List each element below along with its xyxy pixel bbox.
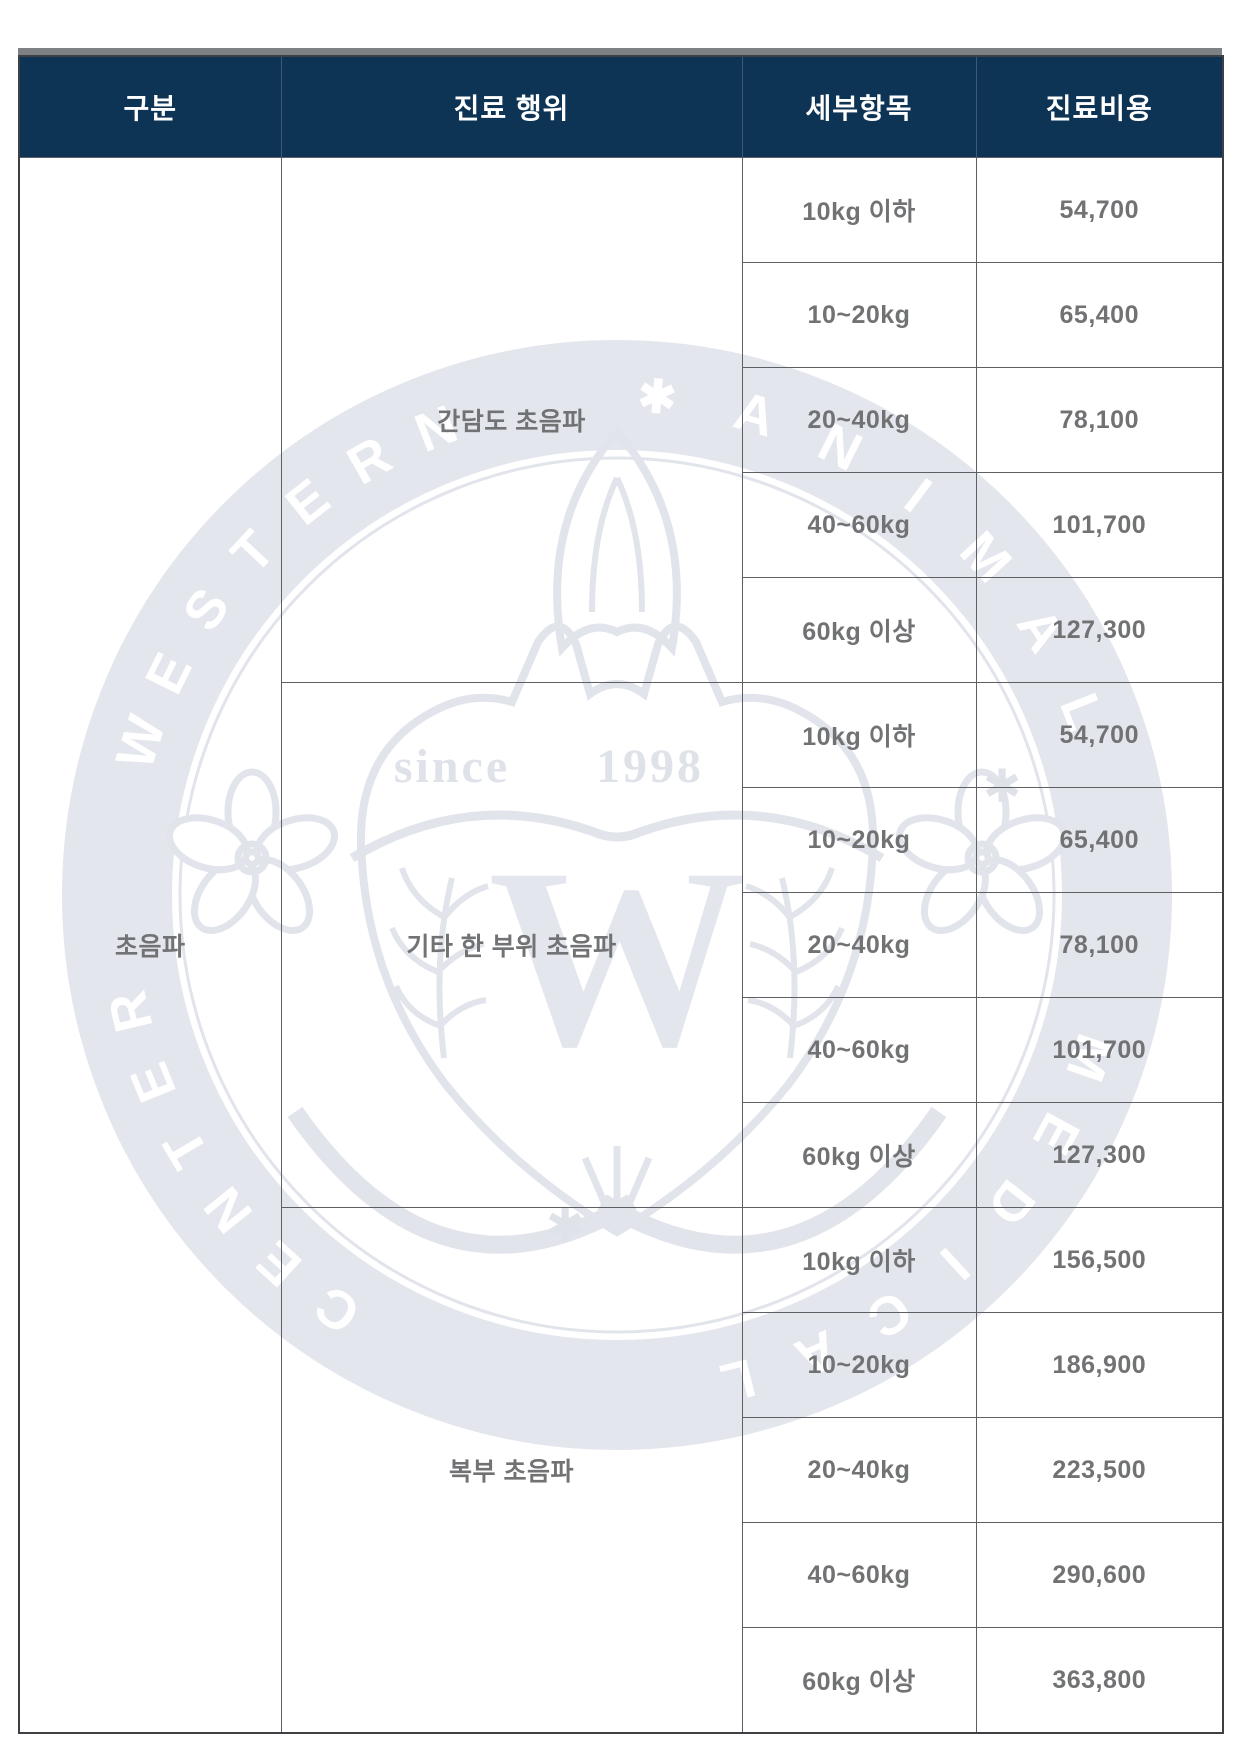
weight-cell: 10~20kg (741, 262, 977, 368)
weight-cell: 10kg 이하 (741, 157, 977, 263)
ultrasound-price-table: 구분 진료 행위 세부항목 진료비용 초음파 간담도 초음파 10kg 이하 5… (18, 55, 1224, 1734)
price-cell: 127,300 (975, 577, 1224, 683)
table-row: 20~40kg 78,100 (19, 367, 1224, 473)
treatment-cell: 복부 초음파 (280, 1207, 743, 1734)
price-cell: 54,700 (975, 157, 1224, 263)
table-row: 40~60kg 101,700 (19, 472, 1224, 578)
category-cell: 초음파 (18, 157, 282, 1734)
col-header-detail: 세부항목 (741, 56, 976, 158)
table-row: 40~60kg 101,700 (19, 997, 1224, 1103)
price-cell: 101,700 (975, 472, 1224, 578)
table-row: 20~40kg 78,100 (19, 892, 1224, 998)
weight-cell: 20~40kg (741, 367, 977, 473)
weight-cell: 10~20kg (741, 787, 977, 893)
price-cell: 363,800 (975, 1627, 1224, 1734)
table-top-strip (18, 48, 1222, 55)
weight-cell: 20~40kg (741, 1417, 977, 1523)
price-table-area: 구분 진료 행위 세부항목 진료비용 초음파 간담도 초음파 10kg 이하 5… (18, 48, 1224, 1734)
price-cell: 78,100 (975, 892, 1224, 998)
price-cell: 127,300 (975, 1102, 1224, 1208)
price-cell: 156,500 (975, 1207, 1224, 1313)
weight-cell: 10kg 이하 (741, 682, 977, 788)
table-row: 초음파 간담도 초음파 10kg 이하 54,700 (18, 157, 1224, 1734)
table-row: 복부 초음파 10kg 이하 156,500 (19, 1207, 1224, 1734)
col-header-category: 구분 (19, 56, 281, 158)
weight-cell: 20~40kg (741, 892, 977, 998)
price-cell: 223,500 (975, 1417, 1224, 1523)
table-row: 기타 한 부위 초음파 10kg 이하 54,700 (19, 682, 1224, 1208)
price-cell: 186,900 (975, 1312, 1224, 1418)
table-row: 10~20kg 65,400 (19, 262, 1224, 368)
weight-cell: 40~60kg (741, 1522, 977, 1628)
table-row: 10~20kg 65,400 (19, 787, 1224, 893)
col-header-cost: 진료비용 (975, 56, 1223, 158)
table-row: 20~40kg 223,500 (19, 1417, 1224, 1523)
table-row: 60kg 이상 363,800 (19, 1627, 1224, 1734)
price-cell: 65,400 (975, 787, 1224, 893)
price-cell: 65,400 (975, 262, 1224, 368)
price-cell: 101,700 (975, 997, 1224, 1103)
price-cell: 290,600 (975, 1522, 1224, 1628)
weight-cell: 40~60kg (741, 997, 977, 1103)
weight-cell: 10~20kg (741, 1312, 977, 1418)
weight-cell: 60kg 이상 (741, 1627, 977, 1734)
header-row: 구분 진료 행위 세부항목 진료비용 (19, 56, 1223, 158)
weight-cell: 60kg 이상 (741, 1102, 977, 1208)
table-row: 60kg 이상 127,300 (19, 1102, 1224, 1208)
price-cell: 54,700 (975, 682, 1224, 788)
treatment-cell: 간담도 초음파 (280, 157, 743, 683)
table-row: 40~60kg 290,600 (19, 1522, 1224, 1628)
weight-cell: 10kg 이하 (741, 1207, 977, 1313)
table-row: 10~20kg 186,900 (19, 1312, 1224, 1418)
weight-cell: 60kg 이상 (741, 577, 977, 683)
treatment-cell: 기타 한 부위 초음파 (280, 682, 743, 1208)
table-row: 60kg 이상 127,300 (19, 577, 1224, 683)
price-cell: 78,100 (975, 367, 1224, 473)
weight-cell: 40~60kg (741, 472, 977, 578)
col-header-treatment: 진료 행위 (280, 56, 742, 158)
